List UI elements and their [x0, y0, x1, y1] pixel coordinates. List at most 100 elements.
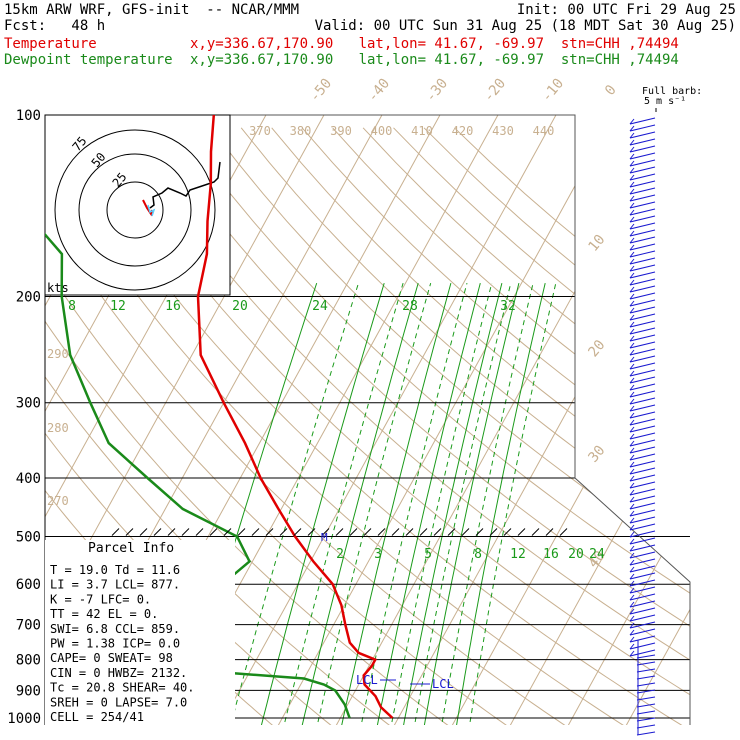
sounding-series [45, 115, 394, 719]
parcel-row: TT = 42 EL = 0. [50, 607, 158, 621]
wind-barb-flag [629, 517, 635, 524]
pressure-tick-labels: 100 200 300 400 500 600 700 800 900 1000 [7, 108, 41, 727]
wind-barb-flag [629, 174, 635, 181]
wind-barb-flag [629, 349, 635, 356]
wind-barb [629, 222, 656, 230]
hatch-mark [335, 528, 344, 536]
header-line1-left: 15km ARW WRF, GFS-init -- NCAR/MMM [4, 2, 300, 18]
dry-adiabat-label: 280 [47, 421, 69, 435]
plot-border [45, 114, 691, 725]
dry-adiabat-labels: 370 380 390 400 410 420 430 440 290 280 270 [47, 124, 554, 508]
dry-adiabat-label: 390 [330, 124, 352, 138]
temperature-legend-info: x,y=336.67,170.90 lat,lon= 41.67, -69.97… [190, 36, 679, 52]
wind-barb [629, 292, 656, 300]
temperature-legend-label: Temperature [4, 36, 97, 52]
hodograph-unit-label: kts [47, 281, 69, 295]
hatch-mark [349, 528, 358, 536]
wind-barb-flag [629, 580, 635, 587]
mixing-ratio-label: 28 [402, 299, 418, 314]
wind-barb [636, 703, 656, 708]
wind-barb [636, 696, 656, 701]
isotherm-line [332, 115, 673, 725]
wind-barbs: Full barb:5 m s⁻¹ [629, 86, 702, 736]
wind-barb-flag [629, 265, 635, 272]
wind-barb [636, 710, 656, 715]
wind-barb [629, 299, 656, 307]
wind-barb-flag [629, 181, 635, 188]
wind-barb [629, 635, 656, 643]
wind-barb [629, 369, 656, 377]
wind-barb-flag [629, 643, 635, 650]
wind-barb [629, 467, 656, 475]
wind-barb [629, 544, 656, 552]
hodograph-ring [54, 129, 216, 291]
wind-barb [629, 194, 656, 202]
dry-adiabat-line [149, 127, 690, 725]
lcl-temperature-label: LCL [432, 677, 454, 691]
wind-barb [629, 334, 656, 342]
wind-barb [629, 187, 656, 195]
dry-adiabat-label: 270 [47, 494, 69, 508]
wind-barb [636, 661, 656, 666]
wind-barb-flag [629, 629, 635, 636]
wind-barb [629, 425, 656, 433]
wind-barb [629, 509, 656, 517]
parcel-row: T = 19.0 Td = 11.6 [50, 563, 180, 577]
parcel-row: CIN = 0 HWBZ= 2132. [50, 666, 187, 680]
wind-barb-flag [629, 328, 635, 335]
wind-barb [629, 432, 656, 440]
wind-barb [629, 390, 656, 398]
parcel-row: K = -7 LFC= 0. [50, 592, 151, 606]
hatch-mark [461, 528, 470, 536]
wind-barb-flag [629, 125, 635, 132]
hatch-mark [545, 528, 554, 536]
isotherm-label: -40 [365, 76, 394, 106]
wind-barb [629, 173, 656, 181]
wind-barb [629, 404, 656, 412]
mixing-ratio-labels: 8 12 16 20 24 28 32 2 3 5 8 12 16 20 24 [68, 299, 605, 562]
wind-barb [629, 593, 656, 601]
wind-barb [629, 418, 656, 426]
wind-barb [629, 565, 656, 573]
wind-barb-flag [629, 258, 635, 265]
mixing-ratio-line [282, 282, 404, 725]
wind-barb-flag [629, 132, 635, 139]
wind-barb [629, 383, 656, 391]
temperature-line [196, 115, 394, 719]
lcl-dewpoint-label: LCL [356, 673, 378, 687]
wind-barb-flag [629, 650, 635, 657]
isotherm-line [0, 115, 34, 731]
hatch-mark [181, 528, 190, 536]
parcel-row: CELL = 254/41 [50, 710, 144, 724]
wind-barb-flag [629, 321, 635, 328]
parcel-row: CAPE= 0 SWEAT= 98 [50, 651, 173, 665]
hatch-mark [125, 528, 134, 536]
parcel-row: Tc = 20.8 SHEAR= 40. [50, 681, 195, 695]
pressure-tick-label: 900 [16, 683, 41, 699]
isotherm-line [448, 115, 690, 725]
hatch-mark [391, 528, 400, 536]
dewpoint-line [45, 232, 351, 719]
isotherm-line [216, 115, 557, 725]
hatch-mark [111, 528, 120, 536]
wind-barb [629, 474, 656, 482]
mixing-ratio-label: 32 [500, 299, 516, 314]
wind-barb-flag [629, 230, 635, 237]
wind-barb [636, 668, 656, 673]
hatch-mark [279, 528, 288, 536]
mixing-ratio-lines [178, 282, 557, 725]
wind-barb [629, 530, 656, 538]
wind-barb [629, 180, 656, 188]
dry-adiabat-label: 430 [492, 124, 514, 138]
mixing-ratio-line [455, 282, 546, 725]
dry-adiabat-line [45, 127, 456, 725]
wind-barb-flag [629, 342, 635, 349]
mixing-ratio-label: 20 [232, 299, 248, 314]
dry-adiabat-label: 410 [411, 124, 433, 138]
isotherm-label: 10 [585, 232, 608, 255]
pressure-tick-label: 300 [16, 396, 41, 412]
wind-barb-flag [629, 489, 635, 496]
mixing-ratio-label: 2 [336, 547, 344, 562]
wind-barb [629, 313, 656, 321]
